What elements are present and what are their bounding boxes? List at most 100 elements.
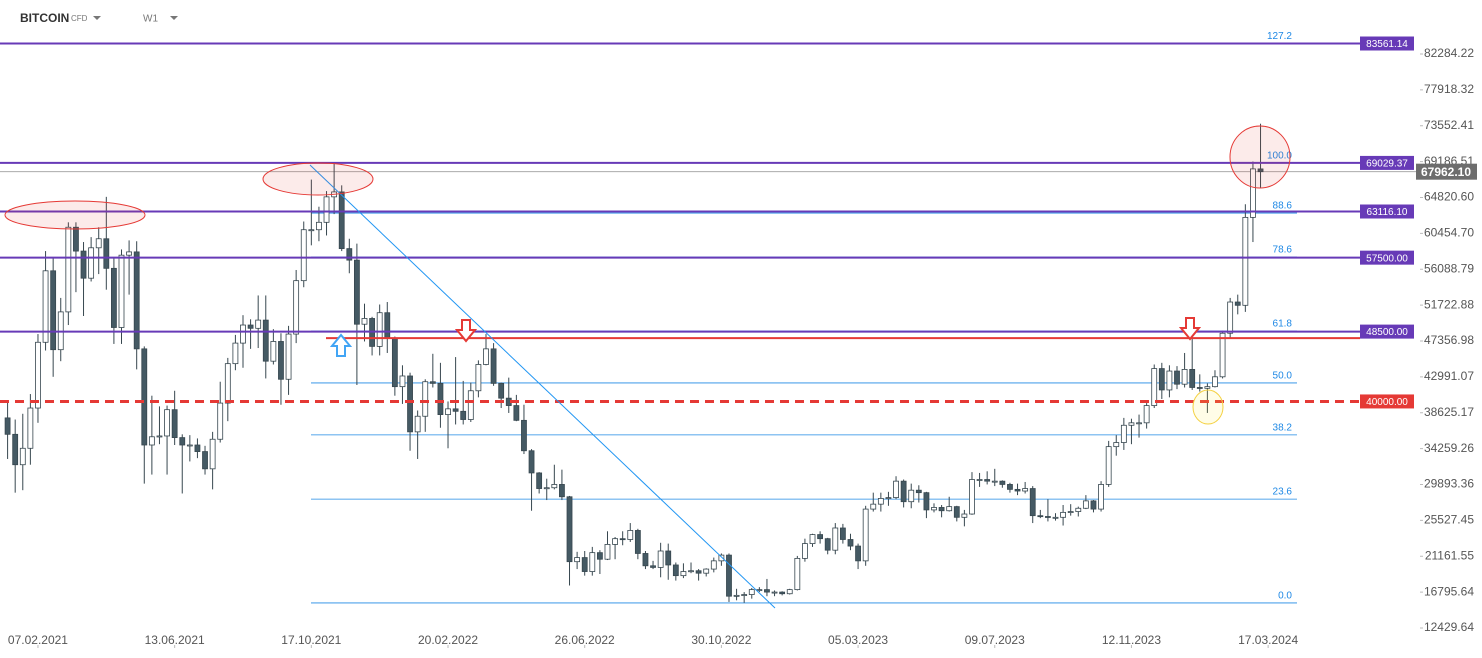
candle-body — [422, 381, 429, 417]
candle-body — [27, 407, 34, 449]
level-label: 83561.14 — [1366, 39, 1408, 50]
candle-body — [559, 484, 565, 498]
y-tick-label: 34259.26 — [1424, 441, 1474, 455]
candle-body — [1120, 424, 1127, 443]
candle-body — [285, 333, 292, 380]
candle-body — [209, 438, 216, 470]
candle-body — [1174, 370, 1180, 385]
candle-body — [1189, 369, 1196, 388]
candle-body — [346, 248, 353, 261]
candle-body — [809, 534, 816, 545]
level-tag — [1360, 324, 1414, 339]
dropdown-caret[interactable] — [170, 16, 178, 20]
symbol-type: CFD — [71, 14, 88, 23]
candle-body — [877, 498, 884, 505]
y-tick-label: 47356.98 — [1424, 333, 1474, 347]
candle-body — [718, 554, 725, 562]
candle-body — [657, 550, 664, 568]
candle-body — [103, 238, 110, 269]
candle-body — [1082, 500, 1089, 509]
candle-body — [300, 229, 307, 282]
y-tick-label: 60454.70 — [1424, 226, 1474, 240]
candle-body — [1136, 422, 1142, 425]
fib-label: 23.6 — [1273, 487, 1293, 498]
candle-body — [240, 324, 246, 344]
candle-body — [12, 433, 19, 466]
candle-body — [316, 221, 322, 231]
fib-label: 0.0 — [1278, 591, 1292, 602]
candle-body — [771, 591, 778, 594]
level-tag — [1360, 36, 1414, 51]
candle-body — [133, 251, 140, 350]
candle-body — [1158, 368, 1165, 391]
level-label: 48500.00 — [1366, 327, 1408, 338]
candle-body — [779, 591, 786, 595]
candle-body — [817, 534, 824, 540]
candle-body — [1029, 488, 1036, 517]
candle-body — [574, 557, 581, 563]
symbol[interactable]: BITCOIN — [20, 11, 69, 25]
candle-body — [80, 250, 87, 279]
dropdown-caret[interactable] — [93, 16, 101, 20]
level-label: 40000.00 — [1366, 397, 1408, 408]
candle-body — [870, 503, 877, 510]
candle-body — [581, 557, 588, 572]
candle-body — [900, 480, 907, 503]
fib-label: 100.0 — [1267, 151, 1292, 162]
candle-body — [407, 375, 413, 433]
candle-body — [429, 381, 436, 384]
candle-body — [95, 238, 102, 249]
fib-label: 88.6 — [1273, 201, 1293, 212]
candle-body — [247, 324, 254, 329]
candle-body — [1113, 442, 1120, 448]
candle-body — [733, 594, 740, 597]
candle-body — [202, 451, 208, 470]
x-tick-label: 13.06.2021 — [145, 633, 205, 647]
candle-body — [171, 409, 178, 439]
candle-body — [1067, 511, 1074, 513]
candle-body — [361, 318, 368, 325]
x-tick-label: 20.02.2022 — [418, 633, 478, 647]
candle-body — [528, 450, 535, 474]
candle-body — [642, 553, 649, 567]
y-tick-label: 56088.79 — [1424, 261, 1474, 275]
candle-body — [991, 480, 998, 483]
candle-body — [35, 341, 41, 409]
candle-body — [946, 506, 953, 512]
candle-body — [748, 589, 755, 595]
candle-body — [513, 405, 520, 421]
candle-body — [596, 552, 603, 560]
timeframe[interactable]: W1 — [143, 14, 158, 25]
y-tick-label: 64820.60 — [1424, 190, 1474, 204]
candle-body — [270, 341, 277, 362]
candle-body — [847, 539, 854, 547]
candle-body — [1250, 168, 1256, 218]
candle-body — [1060, 511, 1067, 518]
candle-body — [695, 570, 702, 574]
candle-body — [665, 550, 672, 566]
candle-body — [437, 382, 444, 415]
candle-body — [278, 341, 284, 380]
candle-body — [1151, 368, 1158, 406]
candle-body — [862, 508, 869, 562]
candle-body — [764, 589, 770, 593]
candle-body — [217, 402, 224, 440]
candle-body — [1212, 376, 1218, 388]
candle-body — [414, 415, 421, 433]
candle-body — [1007, 484, 1013, 490]
candle-body — [460, 410, 467, 420]
annotations — [4, 125, 1291, 609]
candle-body — [498, 382, 505, 399]
candle-body — [4, 417, 11, 435]
candle-body — [680, 571, 687, 577]
x-tick-label: 09.07.2023 — [965, 633, 1025, 647]
candle-body — [1234, 301, 1241, 306]
candle-body — [1098, 484, 1104, 510]
candle-body — [756, 589, 763, 592]
candle-body — [961, 513, 968, 518]
candle-body — [308, 229, 315, 232]
candle-body — [1204, 386, 1211, 389]
fib-label: 38.2 — [1273, 422, 1293, 433]
candle-body — [703, 568, 710, 574]
